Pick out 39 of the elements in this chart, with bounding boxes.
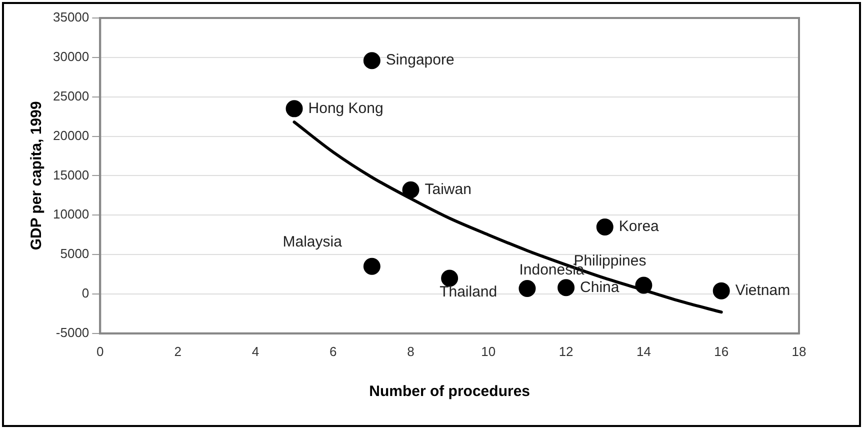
y-tick-label: 30000 xyxy=(52,49,90,64)
x-tick-label: 14 xyxy=(636,344,651,359)
x-tick-label: 18 xyxy=(792,344,806,359)
x-tick-label: 6 xyxy=(329,344,337,359)
x-tick-label: 10 xyxy=(481,344,496,359)
x-tick-label: 8 xyxy=(407,344,414,359)
point xyxy=(286,100,303,118)
y-tick-label: 20000 xyxy=(52,128,90,143)
annotation: Thailand xyxy=(440,283,498,300)
annotation: Vietnam xyxy=(735,282,790,299)
y-tick-label: 25000 xyxy=(52,88,90,104)
annotation: Taiwan xyxy=(424,181,472,198)
x-tick-label: 2 xyxy=(174,344,182,359)
annotation: Hong Kong xyxy=(308,100,384,117)
y-tick-label: 10000 xyxy=(52,206,90,222)
point xyxy=(363,52,380,70)
point xyxy=(635,276,652,294)
y-tick-label: 35000 xyxy=(52,10,90,25)
annotation: Malaysia xyxy=(282,234,343,251)
point xyxy=(518,280,536,297)
y-tick-label: 5000 xyxy=(60,246,90,262)
x-tick-label: 16 xyxy=(714,344,729,359)
point xyxy=(402,181,420,198)
y-axis-title: GDP per capita, 1999 xyxy=(28,101,46,250)
point xyxy=(441,270,458,287)
x-tick-label: 12 xyxy=(558,344,574,359)
point xyxy=(363,258,380,275)
x-axis-title: Number of procedures xyxy=(369,383,530,400)
annotation: China xyxy=(580,278,620,296)
point xyxy=(712,282,730,300)
y-tick-label: 0 xyxy=(82,286,90,301)
x-tick-label: 4 xyxy=(252,344,260,359)
annotation: Singapore xyxy=(386,52,454,69)
annotation: Korea xyxy=(618,218,660,236)
y-tick-label: -5000 xyxy=(56,324,90,340)
x-tick-label: 0 xyxy=(96,344,104,359)
y-tick-label: 15000 xyxy=(52,167,90,182)
point xyxy=(558,279,575,296)
point xyxy=(596,218,614,236)
